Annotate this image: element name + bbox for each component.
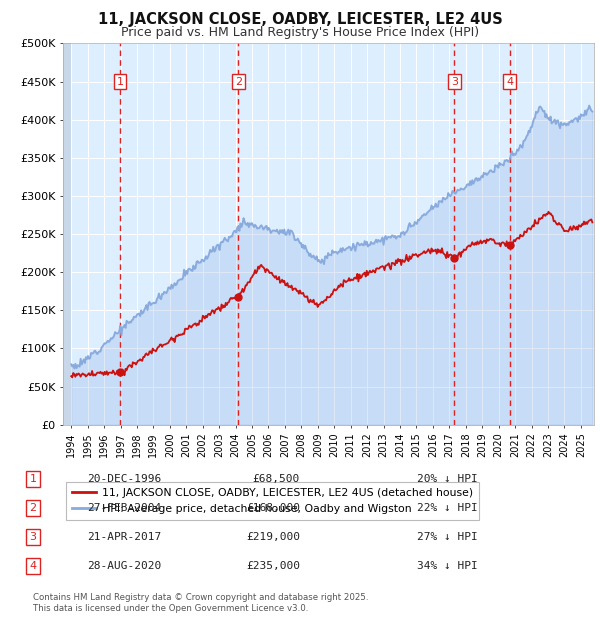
Text: 1: 1	[116, 76, 124, 87]
Text: Contains HM Land Registry data © Crown copyright and database right 2025.
This d: Contains HM Land Registry data © Crown c…	[33, 593, 368, 613]
Text: 22% ↓ HPI: 22% ↓ HPI	[417, 503, 478, 513]
Text: 4: 4	[29, 561, 37, 571]
Text: 21-APR-2017: 21-APR-2017	[87, 532, 161, 542]
Text: £168,000: £168,000	[246, 503, 300, 513]
Text: £235,000: £235,000	[246, 561, 300, 571]
Text: 3: 3	[451, 76, 458, 87]
Text: 20% ↓ HPI: 20% ↓ HPI	[417, 474, 478, 484]
Text: 2: 2	[235, 76, 242, 87]
Text: 3: 3	[29, 532, 37, 542]
Text: 2: 2	[29, 503, 37, 513]
Text: 4: 4	[506, 76, 513, 87]
Text: 34% ↓ HPI: 34% ↓ HPI	[417, 561, 478, 571]
Text: 20-DEC-1996: 20-DEC-1996	[87, 474, 161, 484]
Text: 27-FEB-2004: 27-FEB-2004	[87, 503, 161, 513]
Text: 11, JACKSON CLOSE, OADBY, LEICESTER, LE2 4US: 11, JACKSON CLOSE, OADBY, LEICESTER, LE2…	[98, 12, 502, 27]
Text: 28-AUG-2020: 28-AUG-2020	[87, 561, 161, 571]
Text: £68,500: £68,500	[253, 474, 300, 484]
Text: 1: 1	[29, 474, 37, 484]
Text: 27% ↓ HPI: 27% ↓ HPI	[417, 532, 478, 542]
Text: Price paid vs. HM Land Registry's House Price Index (HPI): Price paid vs. HM Land Registry's House …	[121, 26, 479, 39]
Legend: 11, JACKSON CLOSE, OADBY, LEICESTER, LE2 4US (detached house), HPI: Average pric: 11, JACKSON CLOSE, OADBY, LEICESTER, LE2…	[66, 482, 479, 520]
Polygon shape	[63, 43, 71, 425]
Text: £219,000: £219,000	[246, 532, 300, 542]
